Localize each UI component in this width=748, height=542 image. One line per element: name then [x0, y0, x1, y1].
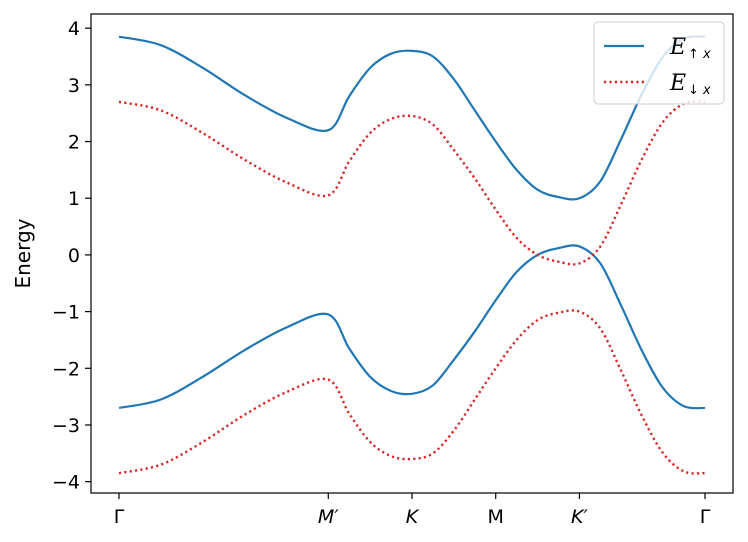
x-tick-label-3: K: [406, 506, 420, 528]
x-axis: Γ M′ K M K′ Γ: [114, 493, 711, 528]
legend-label-2-subscript: ↓ x: [688, 83, 711, 98]
legend-label-2: E: [669, 71, 686, 96]
series-2-band-1-line: [118, 100, 706, 266]
y-tick-label-1: 4: [68, 18, 80, 40]
x-tick-label-1: Γ: [114, 506, 125, 528]
series-1-band-2-line: [118, 244, 706, 410]
legend-label-1-subscript: ↑ x: [688, 47, 711, 62]
y-tick-label-7: −2: [52, 358, 80, 380]
x-tick-label-4: M: [488, 506, 504, 528]
x-tick-label-6: Γ: [700, 506, 711, 528]
y-tick-label-9: −4: [52, 472, 80, 494]
y-tick-label-2: 3: [68, 75, 80, 97]
y-tick-label-4: 1: [68, 188, 80, 210]
series-2-band-2-line: [118, 309, 706, 475]
x-tick-label-5: K′: [571, 506, 588, 528]
y-axis-title: Energy: [11, 218, 35, 288]
y-tick-label-5: 0: [68, 245, 80, 267]
legend: E ↑ xE ↓ x: [593, 21, 725, 105]
legend-label-1: E: [669, 35, 686, 60]
y-axis: 4 3 2 1 0 −1 −2 −3 −4: [52, 18, 91, 494]
series-1-band-1-line: [118, 35, 706, 201]
x-tick-label-2: M′: [318, 506, 339, 528]
y-tick-label-3: 2: [68, 132, 80, 154]
legend-box: [593, 21, 725, 105]
y-tick-label-6: −1: [52, 302, 80, 324]
y-tick-label-8: −3: [52, 415, 80, 437]
series-layer: [118, 35, 706, 475]
